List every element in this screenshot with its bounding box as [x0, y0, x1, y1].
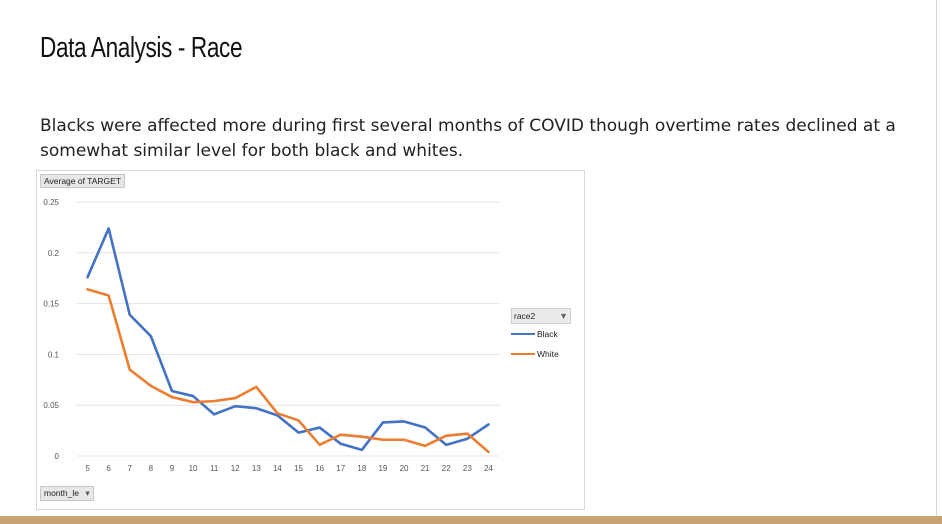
x-tick-label: 8	[149, 464, 154, 473]
y-tick-label: 0.1	[48, 350, 60, 359]
x-tick-label: 6	[106, 464, 111, 473]
slide: Data Analysis - Race Blacks were affecte…	[36, 0, 937, 516]
x-tick-label: 17	[336, 464, 345, 473]
x-tick-label: 16	[315, 464, 324, 473]
legend: race2 ▼ Black White	[511, 308, 571, 364]
x-tick-label: 10	[189, 464, 198, 473]
legend-label: Black	[537, 329, 558, 339]
y-tick-label: 0.25	[43, 198, 59, 207]
legend-swatch	[511, 333, 535, 335]
pivot-chart[interactable]: Average of TARGET 0 0.05 0.1 0.15 0.2 0.25 5 6 7…	[36, 170, 585, 510]
x-tick-label: 22	[442, 464, 451, 473]
y-tick-label: 0.15	[43, 300, 59, 309]
x-tick-label: 7	[128, 464, 133, 473]
axis-field-button[interactable]: month_le ▾	[40, 486, 94, 501]
series-line-black[interactable]	[86, 227, 490, 452]
slide-title: Data Analysis - Race	[40, 32, 243, 64]
slide-footer-bar	[0, 516, 942, 524]
x-tick-label: 13	[252, 464, 261, 473]
x-tick-label: 24	[484, 464, 493, 473]
x-tick-label: 5	[85, 464, 90, 473]
legend-field-label: race2	[514, 311, 536, 321]
legend-item-black: Black	[511, 324, 571, 344]
y-tick-label: 0	[55, 452, 60, 461]
slide-body-text: Blacks were affected more during first s…	[40, 116, 896, 161]
series-line-white[interactable]	[86, 288, 490, 454]
x-tick-label: 23	[463, 464, 472, 473]
filter-icon[interactable]: ▼	[559, 311, 568, 321]
x-tick-label: 21	[421, 464, 430, 473]
chart-plot-area: 0 0.05 0.1 0.15 0.2 0.25 5 6 7 8 9 10 11 12 13 14 15 16 17…	[43, 198, 499, 473]
values-field-button[interactable]: Average of TARGET	[40, 174, 126, 188]
legend-items: Black White	[511, 324, 571, 364]
legend-item-white: White	[511, 344, 571, 364]
legend-label: White	[537, 349, 559, 359]
x-tick-label: 18	[357, 464, 366, 473]
x-tick-label: 19	[378, 464, 387, 473]
legend-field-button[interactable]: race2 ▼	[511, 308, 571, 324]
legend-swatch	[511, 353, 535, 355]
x-tick-label: 9	[170, 464, 175, 473]
x-tick-label: 20	[400, 464, 409, 473]
y-tick-label: 0.05	[43, 401, 59, 410]
x-tick-label: 15	[294, 464, 303, 473]
dropdown-icon[interactable]: ▾	[85, 488, 90, 498]
x-tick-label: 11	[210, 464, 219, 473]
axis-field-label: month_le	[44, 488, 79, 498]
x-tick-label: 14	[273, 464, 282, 473]
x-tick-label: 12	[231, 464, 240, 473]
y-tick-label: 0.2	[48, 249, 60, 258]
